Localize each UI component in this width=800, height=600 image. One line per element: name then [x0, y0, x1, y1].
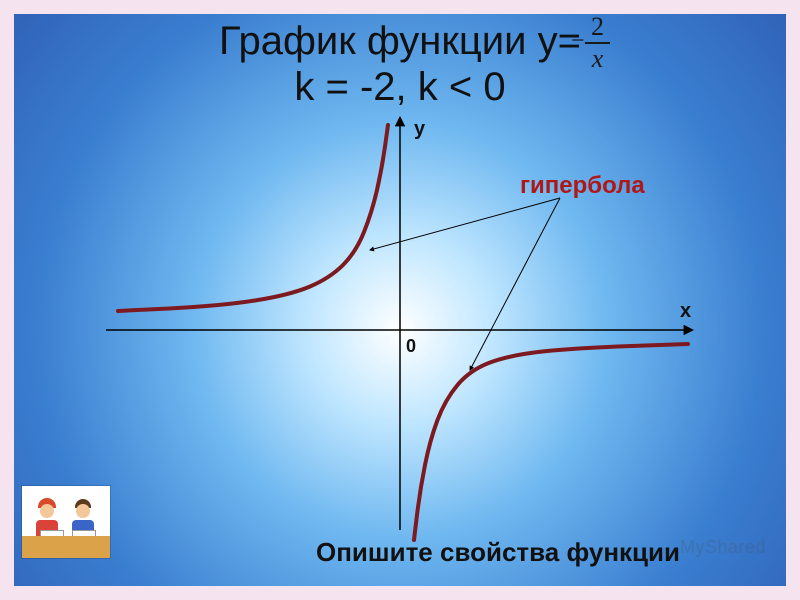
- origin-label: 0: [406, 336, 416, 357]
- inset-illustration: [22, 486, 110, 558]
- hyperbola-branch-lower-right: [414, 344, 688, 540]
- inset-head-icon: [76, 504, 90, 518]
- slide: График функции y= k = -2, k < 0 − 2 x у …: [0, 0, 800, 600]
- inset-head-icon: [40, 504, 54, 518]
- watermark-text: MyShared: [680, 537, 766, 558]
- bottom-prompt: Опишите свойства функции: [316, 537, 680, 568]
- callout-label: гипербола: [520, 172, 645, 200]
- inset-desk-icon: [22, 536, 110, 558]
- hyperbola-branch-upper-left: [118, 125, 388, 311]
- y-axis-label: у: [414, 118, 425, 141]
- callout-arrow-2: [470, 198, 560, 370]
- callout-arrow-1: [370, 198, 560, 250]
- x-axis-label: х: [680, 300, 691, 323]
